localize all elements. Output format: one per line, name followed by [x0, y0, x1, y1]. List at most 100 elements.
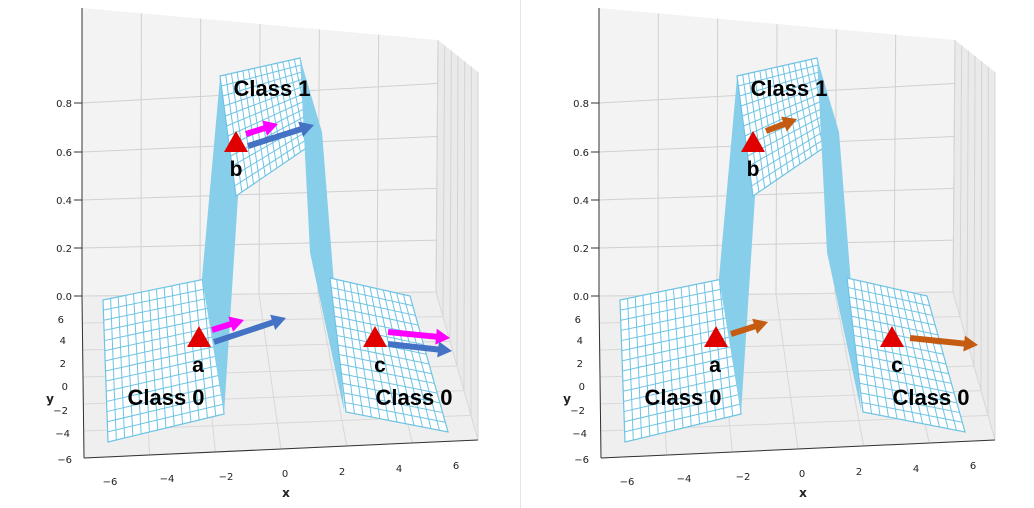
plateau-top-gridline: [743, 91, 825, 127]
plateau-left-gridline: [103, 296, 213, 321]
plateau-top-gridline: [742, 84, 824, 117]
pane-gridline: [966, 50, 969, 342]
x-tick-label: 2: [339, 467, 345, 478]
y-tick-label: 2: [60, 359, 66, 370]
y-tick-label: 0: [62, 382, 68, 393]
pane-gridline: [598, 239, 955, 249]
plateau-right-gridline: [849, 296, 933, 316]
pane-gridline: [81, 239, 438, 249]
pane-gridline: [376, 34, 380, 293]
z-tick-label: 0.8: [56, 99, 72, 110]
plateau-top-gridline: [740, 78, 822, 107]
point-label-b: b: [747, 158, 760, 181]
y-tick-label: −4: [572, 429, 587, 440]
plateau-left-gridline: [106, 374, 221, 402]
pane-gridline: [598, 187, 955, 201]
chart-right: 0.0 0.2 0.4 0.6 0.8 −6 −4 −2 0 2 4 6 y −6 −4 −2 0 2 4 6 x Cla…: [517, 0, 1034, 508]
z-tick-label: 0.2: [56, 244, 72, 255]
plateau-left-gridline: [621, 316, 732, 342]
x-tick-label: 0: [282, 469, 288, 480]
plateau-top-gridline: [739, 71, 821, 97]
x-axis-line: [83, 439, 479, 459]
y-axis-label: y: [563, 392, 571, 406]
pane-gridline: [442, 45, 446, 317]
arrow-orange-a: [730, 318, 768, 337]
y-tick-label: −2: [570, 406, 585, 417]
plateau-right-gridline: [333, 306, 419, 326]
plateau-right-gridline: [343, 392, 443, 414]
region-label-class0-left: Class 0: [644, 385, 721, 410]
ramp-left: [202, 78, 238, 414]
plateau-right-gridline: [859, 382, 957, 404]
y-tick-label: −6: [574, 455, 589, 466]
panel-divider: [520, 0, 521, 508]
x-axis-label: x: [799, 486, 807, 500]
plateau-right-gridline: [332, 296, 416, 316]
pane-gridline: [463, 61, 466, 391]
y-axis-line: [598, 295, 602, 459]
plateau-right-gridline: [854, 344, 947, 365]
plateau-top-gridline: [221, 64, 302, 87]
plateau-left-gridline: [104, 316, 215, 342]
point-a: [704, 326, 728, 347]
y-axis-line: [81, 295, 85, 459]
point-b: [741, 131, 765, 152]
point-c: [880, 326, 904, 347]
arrow-orange-c: [909, 335, 978, 352]
plateau-right-gridline: [337, 344, 430, 365]
z-tick-label: 0.4: [56, 196, 72, 207]
x-tick-label: 0: [799, 469, 805, 480]
arrow-magenta-b: [245, 120, 278, 137]
plateau-top-gridline: [225, 84, 307, 117]
plateau-left-gridline: [103, 306, 214, 331]
x-tick-label: 6: [970, 461, 976, 472]
plateau-top-gridline: [738, 64, 819, 87]
pane-gridline: [435, 291, 479, 441]
pane-gridline: [973, 55, 976, 367]
pane-gridline: [81, 187, 438, 201]
chart-left: 0.0 0.2 0.4 0.6 0.8 −6 −4 −2 0 2 4 6 y −6 −4 −2 0 2 4 6 x Cla…: [46, 8, 479, 500]
plateau-left-gridline: [623, 364, 737, 392]
plateau-top-gridline: [223, 78, 305, 107]
x-tick-label: −4: [160, 474, 175, 485]
plateau-right-gridline: [848, 287, 930, 307]
pane-gridline: [952, 39, 956, 293]
plateau-right-gridline: [342, 382, 440, 404]
plateau-right-gridline: [858, 373, 955, 394]
plateau-left-gridline: [103, 287, 212, 311]
pane-gridline: [893, 34, 897, 293]
plateau-left-gridline: [624, 394, 740, 423]
x-axis-label: x: [282, 486, 290, 500]
x-tick-label: 4: [913, 464, 919, 475]
y-tick-label: 4: [577, 336, 583, 347]
plateau-left-gridline: [105, 355, 219, 382]
x-tick-label: −2: [736, 472, 751, 483]
pane-gridline: [959, 45, 963, 317]
plateau-left-gridline: [107, 394, 223, 423]
region-label-class0-left: Class 0: [127, 385, 204, 410]
plateau-right-gridline: [856, 354, 949, 375]
plateau-left-gridline: [106, 384, 222, 413]
arrow-magenta-c: [387, 328, 450, 345]
pane-gridline: [952, 291, 996, 441]
plateau-left-gridline: [620, 287, 729, 311]
pane-gridline: [980, 61, 983, 391]
ramp-right-base: [310, 252, 344, 410]
x-axis-line: [600, 439, 996, 459]
ramp-right-base: [827, 252, 861, 410]
x-tick-label: 2: [856, 467, 862, 478]
plateau-right-gridline: [860, 392, 960, 414]
y-tick-label: 2: [577, 359, 583, 370]
region-label-class0-right: Class 0: [375, 385, 452, 410]
plateau-top-gridline: [233, 125, 316, 177]
plateau-top-gridline: [750, 125, 833, 177]
chart-svg-left: 0.0 0.2 0.4 0.6 0.8 −6 −4 −2 0 2 4 6 y −6 −4 −2 0 2 4 6 x Cla…: [46, 8, 479, 500]
point-label-c: c: [374, 354, 386, 377]
z-tick-label: 0.6: [573, 148, 589, 159]
plateau-left-gridline: [105, 345, 218, 372]
plateau-right-gridline: [851, 315, 938, 336]
plateau-top-gridline: [234, 132, 317, 187]
y-tick-label: 4: [60, 336, 66, 347]
plateau-top-gridline: [748, 119, 831, 167]
plateau-right-gridline: [344, 401, 446, 423]
